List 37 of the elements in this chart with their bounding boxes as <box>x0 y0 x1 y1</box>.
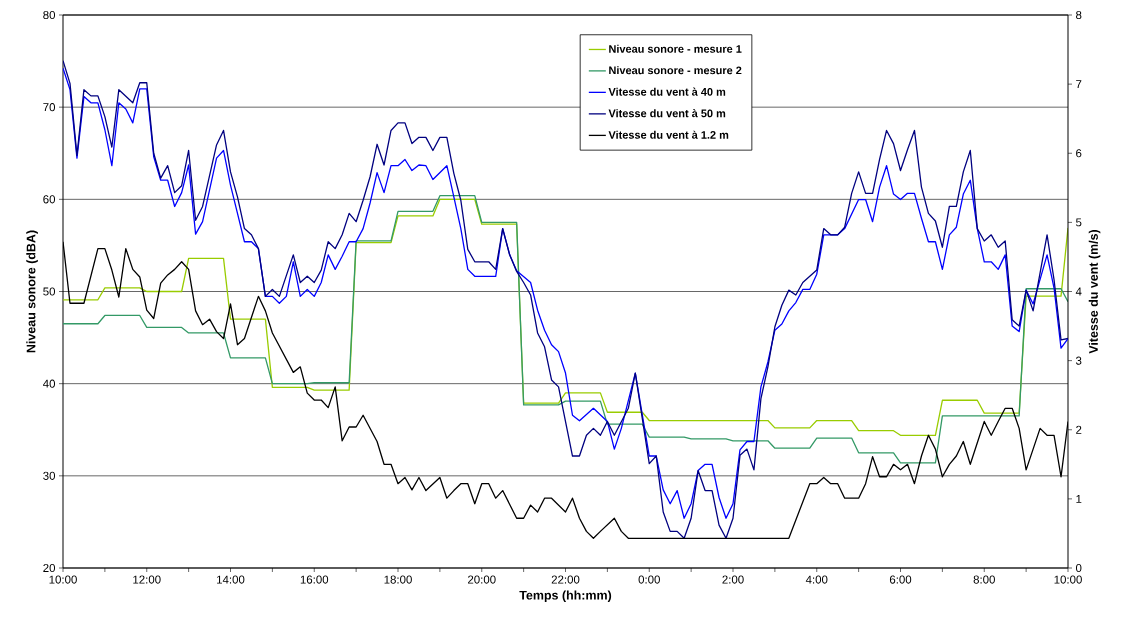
x-tick-label: 2:00 <box>722 575 744 584</box>
y-tick-label: 60 <box>43 195 56 204</box>
y-tick-label: 80 <box>43 10 56 20</box>
y-tick-label: 40 <box>43 379 56 388</box>
y2-tick-label: 1 <box>1076 494 1082 503</box>
x-tick-label: 18:00 <box>384 575 412 584</box>
x-tick-label: 10:00 <box>1054 575 1082 584</box>
y2-tick-label: 6 <box>1076 149 1082 158</box>
legend-label: Vitesse du vent à 1.2 m <box>608 130 729 139</box>
y2-tick-label: 4 <box>1075 287 1082 296</box>
y-tick-label: 50 <box>43 287 56 296</box>
x-tick-label: 20:00 <box>468 575 496 584</box>
legend-label: Vitesse du vent à 50 m <box>608 109 726 118</box>
x-tick-label: 14:00 <box>217 575 245 584</box>
x-tick-label: 6:00 <box>889 575 912 584</box>
y2-tick-label: 0 <box>1075 563 1082 573</box>
x-tick-label: 12:00 <box>133 575 161 584</box>
y2-tick-label: 2 <box>1076 425 1082 434</box>
x-tick-label: 16:00 <box>300 575 329 584</box>
y-tick-label: 20 <box>43 563 56 573</box>
x-tick-label: 22:00 <box>551 575 580 584</box>
legend-label: Vitesse du vent à 40 m <box>608 87 726 96</box>
x-tick-label: 0:00 <box>638 575 660 584</box>
y2-tick-label: 5 <box>1075 218 1082 227</box>
x-axis-title: Temps (hh:mm) <box>519 590 612 603</box>
y2-tick-label: 7 <box>1076 80 1082 89</box>
y-axis-title: Niveau sonore (dBA) <box>26 230 38 353</box>
x-tick-label: 10:00 <box>49 575 77 584</box>
y2-axis-title: Vitesse du vent (m/s) <box>1088 229 1101 354</box>
x-tick-label: 4:00 <box>805 575 828 584</box>
legend-label: Niveau sonore - mesure 1 <box>609 44 742 53</box>
legend-label: Niveau sonore - mesure 2 <box>609 66 742 75</box>
y2-tick-label: 8 <box>1076 10 1082 20</box>
y2-tick-label: 3 <box>1075 356 1082 365</box>
y-tick-label: 70 <box>43 103 56 112</box>
x-tick-label: 8:00 <box>973 575 995 584</box>
y-tick-label: 30 <box>43 471 56 480</box>
